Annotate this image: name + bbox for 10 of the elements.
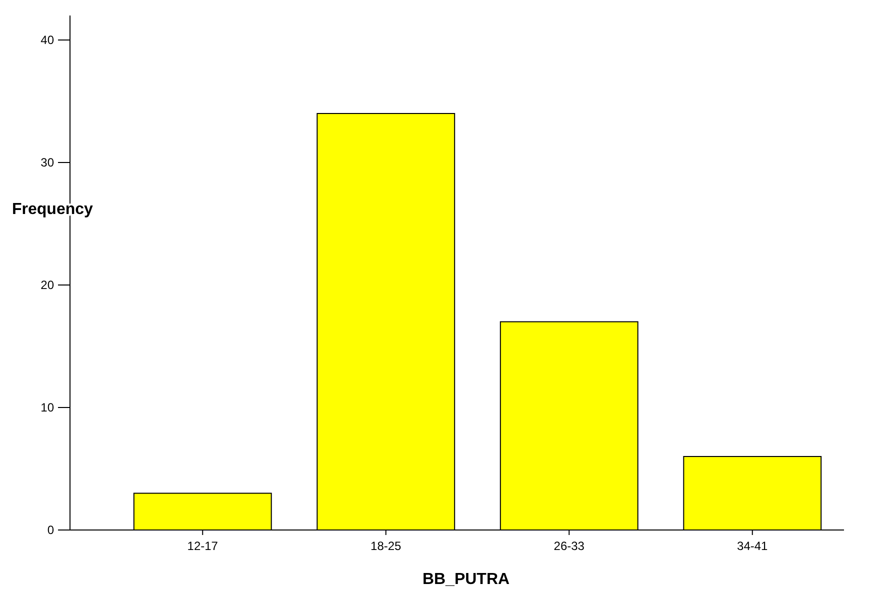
y-tick-label: 40: [40, 33, 54, 48]
x-tick-label: 34-41: [737, 539, 768, 553]
y-tick-label: 10: [40, 400, 54, 415]
x-tick-label: 12-17: [187, 539, 218, 553]
x-tick-label: 18-25: [370, 539, 402, 553]
x-axis-title: BB_PUTRA: [422, 571, 510, 588]
y-tick-label: 20: [40, 278, 54, 292]
y-tick-label: 0: [47, 523, 54, 538]
x-tick-label: 26-33: [554, 539, 585, 553]
y-tick-label: 30: [40, 156, 54, 170]
